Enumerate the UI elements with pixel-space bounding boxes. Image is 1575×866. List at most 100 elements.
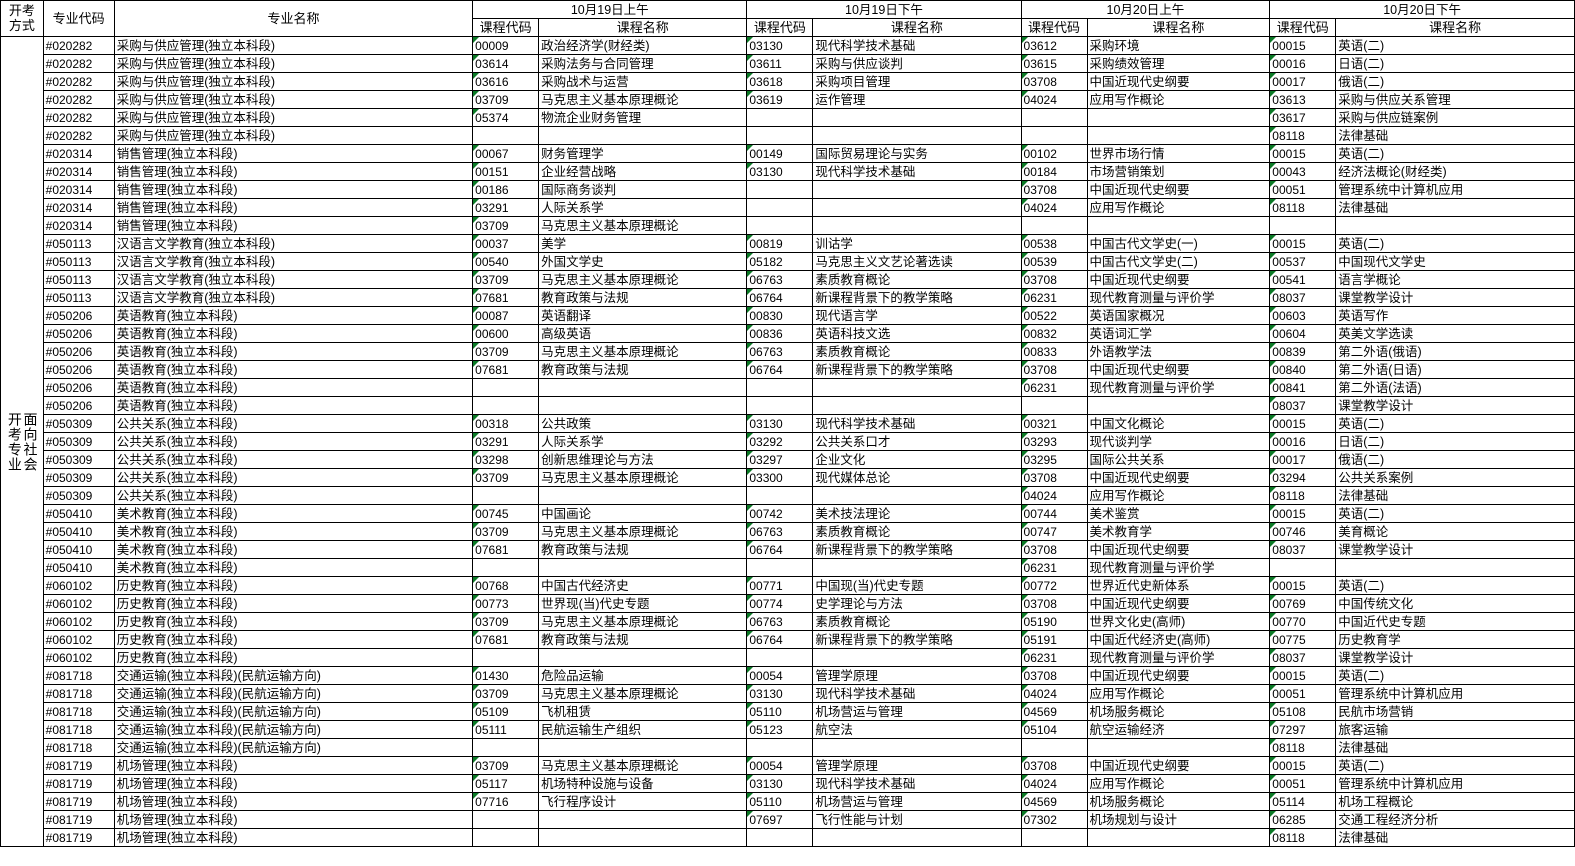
table-row: #081719 机场管理(独立本科段) 07716 飞行程序设计 05110 机场营运与管…	[1, 792, 1575, 811]
table-row: #050309 公共关系(独立本科段) 04024 应用写作概论 08118 法律基础	[1, 486, 1575, 505]
header-major-code: 专业代码	[42, 0, 115, 37]
table-body: 面向社会 开考专业 #020282 采购与供应管理(独立本科段) 00009 政治经济学(…	[0, 36, 1575, 847]
header-session-1: 10月19日下午	[746, 0, 1022, 19]
course-code-cell-session-4: 03294	[1269, 468, 1337, 487]
course-name-cell-session-1: 危险品运输	[538, 666, 748, 685]
course-name-cell-session-3: 现代谈判学	[1086, 432, 1271, 451]
course-code-cell-session-2	[746, 828, 814, 847]
major-name-cell: 历史教育(独立本科段)	[113, 594, 474, 613]
course-name-cell-session-1: 英语翻译	[538, 306, 748, 325]
table-row: #081718 交通运输(独立本科段)(民航运输方向) 05111 民航运输生产组织 0…	[1, 720, 1575, 739]
course-code-cell-session-2: 05123	[746, 720, 814, 739]
course-code-cell-session-2	[746, 108, 814, 127]
course-name-cell-session-3	[1086, 396, 1271, 415]
course-code-cell-session-3	[1020, 396, 1088, 415]
course-name-cell-session-2: 国际贸易理论与实务	[812, 144, 1022, 163]
course-name-cell-session-2: 采购与供应谈判	[812, 54, 1022, 73]
course-code-cell-session-3: 04569	[1020, 792, 1088, 811]
table-row: #060102 历史教育(独立本科段) 07681 教育政策与法规 06764 新课程背景…	[1, 630, 1575, 649]
major-code-cell: #020314	[42, 144, 115, 163]
course-code-cell-session-3: 04024	[1020, 198, 1088, 217]
course-name-cell-session-2: 素质教育概论	[812, 522, 1022, 541]
major-name-cell: 英语教育(独立本科段)	[113, 324, 474, 343]
course-code-cell-session-3	[1020, 828, 1088, 847]
course-name-cell-session-3: 采购绩效管理	[1086, 54, 1271, 73]
table-row: #050206 英语教育(独立本科段) 07681 教育政策与法规 06764 新课程背景…	[1, 360, 1575, 379]
course-code-cell-session-2: 06763	[746, 522, 814, 541]
course-name-cell-session-4: 民航市场营销	[1335, 702, 1575, 721]
course-code-cell-session-2: 03297	[746, 450, 814, 469]
course-name-cell-session-1: 机场特种设施与设备	[538, 774, 748, 793]
course-name-cell-session-4: 英语(二)	[1335, 144, 1575, 163]
course-name-cell-session-2	[812, 216, 1022, 235]
course-code-cell-session-4: 00839	[1269, 342, 1337, 361]
course-code-cell-session-1: 03709	[472, 684, 540, 703]
course-code-cell-session-4: 08118	[1269, 126, 1337, 145]
course-name-cell-session-3: 中国近现代史纲要	[1086, 666, 1271, 685]
course-code-cell-session-1	[472, 558, 540, 577]
course-name-cell-session-4: 采购与供应关系管理	[1335, 90, 1575, 109]
course-name-cell-session-3: 现代教育测量与评价学	[1086, 648, 1271, 667]
course-name-cell-session-4: 法律基础	[1335, 828, 1575, 847]
course-name-cell-session-2	[812, 648, 1022, 667]
course-code-cell-session-3: 03708	[1020, 756, 1088, 775]
table-row: #050410 美术教育(独立本科段) 03709 马克思主义基本原理概论 06763 素…	[1, 522, 1575, 541]
course-code-cell-session-1: 03709	[472, 756, 540, 775]
course-name-cell-session-4: 英语(二)	[1335, 756, 1575, 775]
table-row: #020282 采购与供应管理(独立本科段) 03616 采购战术与运营 03618 采购…	[1, 72, 1575, 91]
course-name-cell-session-4: 法律基础	[1335, 486, 1575, 505]
course-code-cell-session-2	[746, 396, 814, 415]
course-name-cell-session-1: 马克思主义基本原理概论	[538, 342, 748, 361]
category-label-line-0: 面向社会	[22, 411, 39, 472]
course-code-cell-session-1: 03709	[472, 90, 540, 109]
course-name-cell-session-2: 运作管理	[812, 90, 1022, 109]
course-code-cell-session-3: 04024	[1020, 684, 1088, 703]
course-name-cell-session-1: 民航运输生产组织	[538, 720, 748, 739]
course-name-cell-session-4: 中国近代史专题	[1335, 612, 1575, 631]
course-code-cell-session-1: 05111	[472, 720, 540, 739]
course-name-cell-session-1	[538, 378, 748, 397]
major-code-cell: #050410	[42, 558, 115, 577]
course-name-cell-session-3	[1086, 126, 1271, 145]
course-name-cell-session-3: 世界市场行情	[1086, 144, 1271, 163]
course-name-cell-session-1: 采购战术与运营	[538, 72, 748, 91]
header-category: 开考 方式	[0, 0, 44, 37]
course-code-cell-session-4: 00541	[1269, 270, 1337, 289]
course-code-cell-session-1	[472, 396, 540, 415]
course-code-cell-session-3: 06231	[1020, 558, 1088, 577]
course-code-cell-session-2: 06764	[746, 360, 814, 379]
major-code-cell: #050206	[42, 360, 115, 379]
course-code-cell-session-4: 00015	[1269, 234, 1337, 253]
course-name-cell-session-2: 采购项目管理	[812, 72, 1022, 91]
course-code-cell-session-2: 00830	[746, 306, 814, 325]
course-name-cell-session-2: 机场营运与管理	[812, 792, 1022, 811]
table-row: #081719 机场管理(独立本科段) 08118 法律基础	[1, 828, 1575, 847]
table-row: #050113 汉语言文学教育(独立本科段) 00540 外国文学史 05182 马克思主…	[1, 252, 1575, 271]
course-name-cell-session-2	[812, 108, 1022, 127]
major-name-cell: 销售管理(独立本科段)	[113, 216, 474, 235]
course-code-cell-session-2: 06764	[746, 540, 814, 559]
header-session-3: 10月20日下午	[1269, 0, 1575, 19]
course-code-cell-session-4: 08118	[1269, 486, 1337, 505]
course-code-cell-session-3: 00832	[1020, 324, 1088, 343]
course-name-cell-session-4: 英语(二)	[1335, 504, 1575, 523]
course-name-cell-session-1: 物流企业财务管理	[538, 108, 748, 127]
major-name-cell: 交通运输(独立本科段)(民航运输方向)	[113, 702, 474, 721]
course-code-cell-session-4: 08037	[1269, 540, 1337, 559]
course-code-cell-session-4: 00769	[1269, 594, 1337, 613]
course-code-cell-session-3: 00184	[1020, 162, 1088, 181]
course-code-cell-session-4: 00840	[1269, 360, 1337, 379]
course-code-cell-session-4: 05114	[1269, 792, 1337, 811]
header-course-code-0: 课程代码	[472, 18, 540, 37]
major-name-cell: 机场管理(独立本科段)	[113, 792, 474, 811]
course-name-cell-session-4: 英语(二)	[1335, 234, 1575, 253]
course-name-cell-session-4: 中国传统文化	[1335, 594, 1575, 613]
major-code-cell: #050206	[42, 324, 115, 343]
course-name-cell-session-1: 马克思主义基本原理概论	[538, 756, 748, 775]
course-name-cell-session-2	[812, 126, 1022, 145]
course-code-cell-session-1: 07681	[472, 360, 540, 379]
table-row: #060102 历史教育(独立本科段) 00773 世界现(当)代史专题 00774 史学…	[1, 594, 1575, 613]
course-name-cell-session-4: 课堂教学设计	[1335, 540, 1575, 559]
header-row-columns: 课程代码 课程名称 课程代码 课程名称 课程代码 课程名称 课程代码 课程名称	[1, 18, 1575, 37]
course-name-cell-session-4: 管理系统中计算机应用	[1335, 684, 1575, 703]
